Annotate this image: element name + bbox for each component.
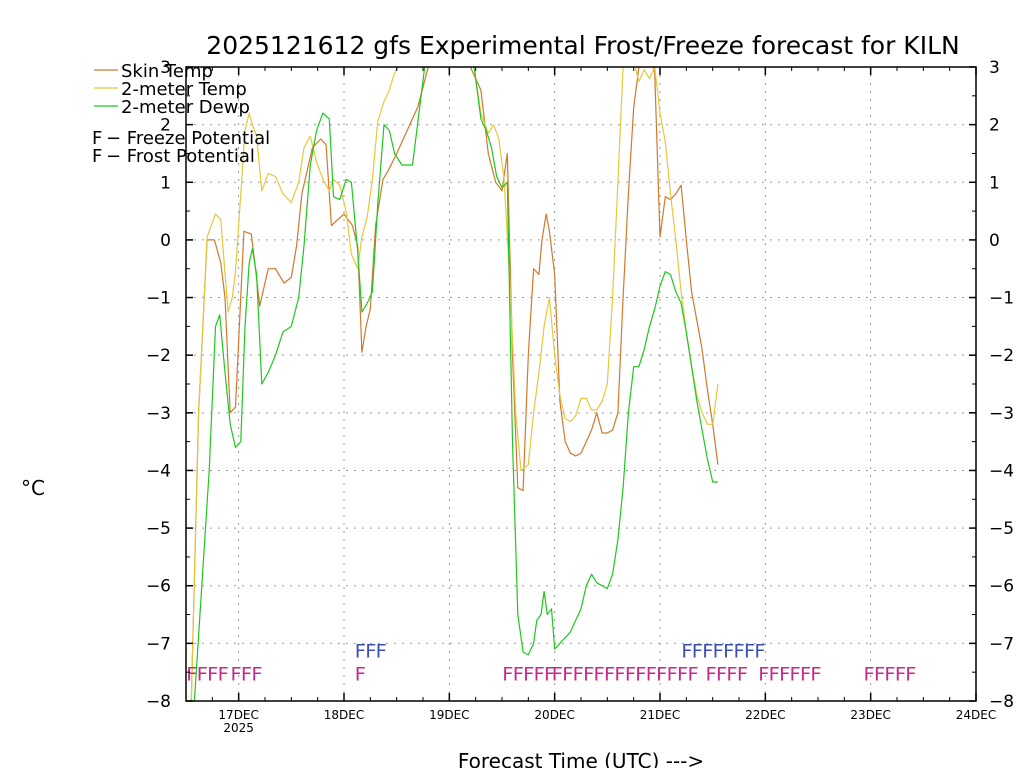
y-tick-label-right: −3	[989, 404, 1014, 424]
y-tick-label-left: 0	[160, 231, 171, 251]
legend-marker-label: − Frost Potential	[106, 146, 255, 167]
y-axis-left: 3 2 1 0 −1 −2 −3 −4 −5 −6 −7 −8	[146, 58, 193, 712]
y-axis-label: °C	[21, 476, 45, 500]
plot-frame	[185, 66, 977, 702]
frost-marker: FFFFFFFF	[681, 640, 765, 662]
x-tick-label: 21DEC	[640, 708, 680, 722]
y-tick-label-left: −1	[146, 289, 171, 309]
legend-label-2-meter-temp: 2-meter Temp	[121, 79, 247, 100]
freeze-marker: FFFF	[705, 663, 747, 685]
freeze-marker: FFFFF	[502, 663, 555, 685]
x-tick-label: 17DEC	[218, 708, 258, 722]
y-tick-label-right: 0	[989, 231, 1000, 251]
y-tick-label-left: −5	[146, 519, 171, 539]
y-tick-label-left: −4	[146, 461, 171, 481]
x-tick-sublabel: 2025	[223, 721, 254, 735]
x-tick-label: 19DEC	[429, 708, 469, 722]
freeze-marker: FFFFFF	[758, 663, 821, 685]
y-tick-label-right: −2	[989, 346, 1014, 366]
x-tick-label: 22DEC	[745, 708, 785, 722]
freeze-marker: F	[355, 663, 366, 685]
x-tick-label: 20DEC	[534, 708, 574, 722]
x-tick-label: 23DEC	[850, 708, 890, 722]
y-tick-label-left: −7	[146, 634, 171, 654]
gridlines	[186, 67, 976, 701]
series-line-2-meter-temp	[190, 67, 719, 701]
series-layer	[190, 67, 719, 701]
x-tick-label: 18DEC	[324, 708, 364, 722]
chart-title: 2025121612 gfs Experimental Frost/Freeze…	[206, 31, 959, 60]
freeze-marker: FFFFF	[863, 663, 916, 685]
y-tick-label-left: 2	[160, 116, 171, 136]
y-tick-label-left: −8	[146, 692, 171, 712]
y-tick-label-left: −3	[146, 404, 171, 424]
frost-marker: FFF	[355, 640, 387, 662]
x-axis-label: Forecast Time (UTC) --->	[458, 749, 704, 768]
x-tick-label: 24DEC	[956, 708, 996, 722]
legend-label-skin-temp: Skin Temp	[121, 61, 213, 82]
freeze-marker: FFFFFFFFFFFFFF	[552, 663, 699, 685]
legend-marker-symbol: F	[92, 128, 102, 149]
y-tick-label-right: 1	[989, 173, 1000, 193]
legend-label-2-meter-dewp: 2-meter Dewp	[121, 97, 250, 118]
y-tick-label-right: −1	[989, 289, 1014, 309]
series-line-2-meter-dewp	[193, 67, 718, 701]
y-tick-label-right: −5	[989, 519, 1014, 539]
y-tick-label-right: −6	[989, 577, 1014, 597]
y-tick-label-left: −2	[146, 346, 171, 366]
legend-marker-label: − Freeze Potential	[106, 128, 270, 149]
freeze-marker: FFFF	[186, 663, 228, 685]
y-tick-label-right: −4	[989, 461, 1014, 481]
freeze-marker: FFF	[230, 663, 262, 685]
y-tick-label-right: −8	[989, 692, 1014, 712]
y-tick-label-right: 2	[989, 116, 1000, 136]
y-axis-right: 3 2 1 0 −1 −2 −3 −4 −5 −6 −7 −8	[969, 58, 1014, 712]
y-tick-label-right: −7	[989, 634, 1014, 654]
y-tick-label-right: 3	[989, 58, 1000, 78]
legend-marker-symbol: F	[92, 146, 102, 167]
y-tick-label-left: 3	[160, 58, 171, 78]
y-tick-label-left: 1	[160, 173, 171, 193]
y-tick-label-left: −6	[146, 577, 171, 597]
series-line-skin-temp	[190, 67, 719, 701]
